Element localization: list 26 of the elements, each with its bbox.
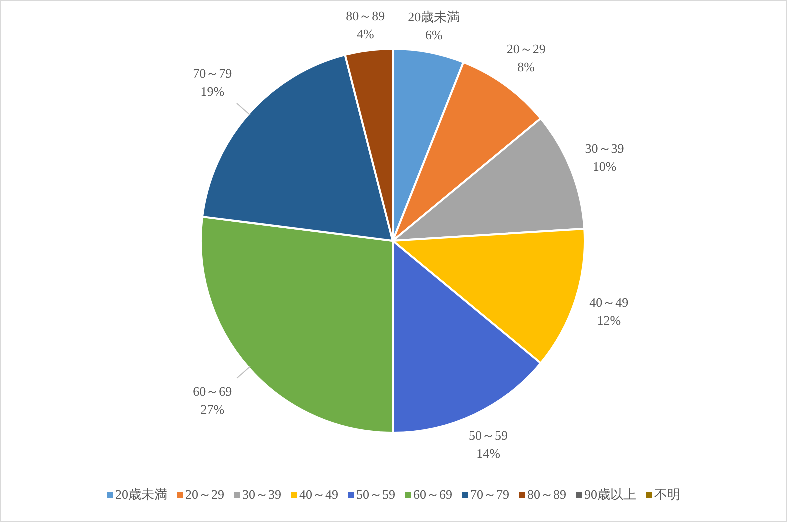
data-label: 14% — [476, 446, 501, 462]
legend-label: 30～39 — [242, 486, 282, 504]
slice-label: 60～69 — [193, 384, 232, 399]
slice-label: 50～59 — [469, 428, 508, 444]
legend-label: 50～59 — [356, 486, 396, 504]
legend-label: 20～29 — [186, 486, 224, 504]
slice-label: 80～89 — [346, 8, 386, 24]
legend-label: 70～79 — [470, 486, 510, 504]
data-label: 27% — [200, 402, 225, 417]
data-label: 19% — [200, 84, 225, 100]
legend-label: 80～89 — [528, 486, 566, 504]
legend-label: 不明 — [654, 486, 680, 504]
legend-label: 40～49 — [300, 486, 338, 504]
data-label: 12% — [597, 313, 622, 328]
legend-label: 90歳以上 — [584, 486, 636, 504]
slice-label: 20～29 — [506, 41, 546, 56]
slice-label: 40～49 — [590, 295, 629, 310]
slice-label: 30～39 — [585, 141, 624, 156]
slice-label: 70～79 — [193, 66, 232, 82]
slice-label: 20歳未満 — [408, 9, 460, 24]
data-label: 10% — [592, 159, 617, 174]
data-label: 8% — [518, 59, 536, 74]
legend-label: 60～69 — [414, 486, 452, 504]
legend-label: 20歳未満 — [116, 486, 168, 504]
data-label: 6% — [425, 27, 443, 42]
data-label: 4% — [356, 26, 374, 42]
